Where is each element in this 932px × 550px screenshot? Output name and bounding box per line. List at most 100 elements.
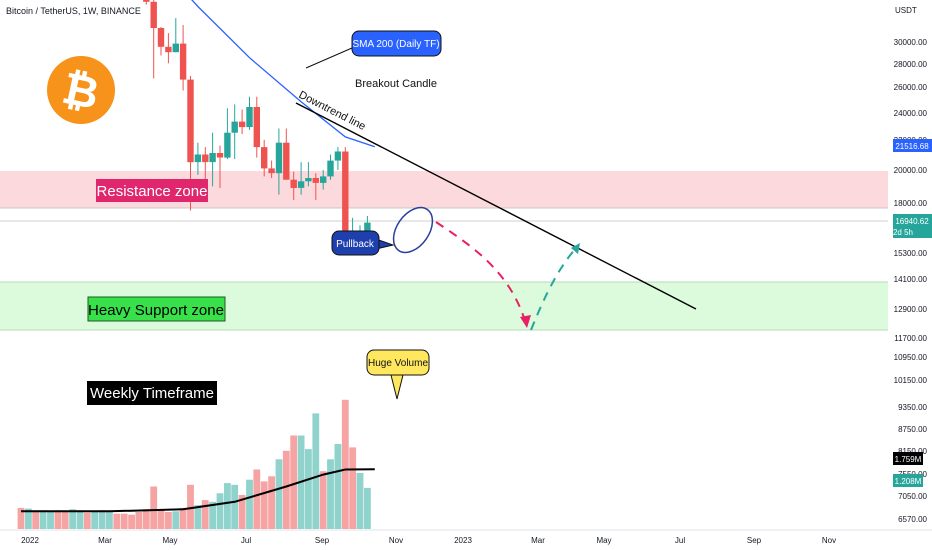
volume-callout-text: Huge Volume bbox=[368, 358, 428, 369]
volume-bar bbox=[341, 399, 349, 529]
volume-ma-line bbox=[21, 468, 375, 513]
price-candles bbox=[143, 0, 371, 251]
price-tick-label: 10150.00 bbox=[894, 376, 928, 385]
volume-bar bbox=[98, 510, 106, 529]
support-label: Heavy Support zone bbox=[88, 302, 224, 319]
volume-bar bbox=[260, 481, 268, 529]
volume-bar bbox=[54, 510, 62, 529]
sma-callout-pointer bbox=[305, 47, 353, 69]
volume-bar bbox=[17, 507, 25, 529]
candle-body bbox=[224, 132, 231, 158]
candle-body bbox=[290, 179, 297, 188]
candle-body bbox=[364, 222, 371, 233]
candle-body bbox=[157, 28, 165, 47]
volume-bar bbox=[39, 510, 47, 529]
volume-bar bbox=[128, 514, 135, 529]
volume-ma-badge-text: 1.759M bbox=[895, 455, 922, 464]
price-tick-label: 26000.00 bbox=[894, 83, 928, 92]
volume-bar bbox=[282, 450, 290, 529]
projection-up-arrow[interactable] bbox=[530, 245, 579, 331]
volume-bar bbox=[364, 487, 371, 529]
time-tick-label: 2023 bbox=[454, 536, 472, 545]
candle-body bbox=[172, 43, 179, 53]
projection-down-arrow[interactable] bbox=[435, 221, 527, 325]
time-tick-label: Sep bbox=[315, 536, 330, 545]
volume-bar bbox=[312, 413, 320, 529]
time-tick-label: Jul bbox=[241, 536, 251, 545]
candle-body bbox=[179, 43, 187, 80]
volume-bar bbox=[238, 495, 246, 529]
price-tick-label: 7050.00 bbox=[898, 492, 927, 501]
price-tick-label: 24000.00 bbox=[894, 109, 928, 118]
volume-callout[interactable]: Huge Volume bbox=[366, 349, 430, 400]
candle-body bbox=[246, 107, 253, 128]
pullback-callout-text: Pullback bbox=[336, 239, 375, 250]
symbol-header[interactable]: Bitcoin / TetherUS, 1W, BINANCE bbox=[6, 6, 141, 16]
volume-bar bbox=[172, 511, 180, 529]
volume-bar bbox=[231, 484, 239, 529]
candle-body bbox=[334, 151, 342, 161]
current-price-badge: 16940.62 2d 5h bbox=[893, 214, 932, 238]
projection-up-arrowhead bbox=[571, 243, 580, 254]
volume-ma-badge: 1.759M bbox=[893, 452, 923, 465]
volume-callout-box bbox=[366, 349, 430, 376]
breakout-callout-text: Breakout Candle bbox=[355, 78, 437, 90]
time-tick-label: Mar bbox=[98, 536, 112, 545]
sma-callout[interactable]: SMA 200 (Daily TF) bbox=[305, 30, 442, 69]
volume-bar bbox=[142, 509, 150, 529]
candle-body bbox=[283, 142, 290, 180]
candle-body bbox=[342, 151, 349, 235]
candle-body bbox=[305, 178, 312, 182]
candle-body bbox=[202, 154, 209, 163]
sma-price-badge: 21516.68 bbox=[893, 139, 932, 152]
resistance-label: Resistance zone bbox=[97, 183, 208, 200]
candle-body bbox=[275, 142, 283, 174]
price-tick-label: 30000.00 bbox=[894, 38, 928, 47]
price-tick-label: 11700.00 bbox=[894, 334, 927, 343]
volume-bar bbox=[209, 501, 216, 529]
time-tick-label: Nov bbox=[822, 536, 836, 545]
price-tick-label: 10950.00 bbox=[894, 353, 928, 362]
volume-bar bbox=[349, 447, 357, 529]
price-tick-label: 6570.00 bbox=[898, 515, 927, 524]
candle-body bbox=[297, 181, 305, 188]
breakout-callout-box bbox=[354, 72, 437, 93]
candle-body bbox=[253, 107, 260, 148]
volume-bar bbox=[113, 513, 121, 529]
volume-bar bbox=[150, 486, 158, 529]
candle-body bbox=[261, 147, 268, 169]
timeframe-label-box bbox=[87, 381, 217, 405]
volume-bar bbox=[327, 459, 334, 529]
volume-bar bbox=[76, 510, 84, 529]
price-axis[interactable]: USDT 30000.0028000.0026000.0024000.00220… bbox=[888, 0, 932, 530]
projection-down-arrowhead bbox=[520, 315, 531, 328]
bitcoin-logo: ₿ bbox=[47, 56, 115, 124]
candle-body bbox=[320, 176, 327, 183]
pullback-ellipse[interactable] bbox=[386, 200, 441, 259]
sma-callout-box bbox=[351, 30, 442, 57]
countdown-badge-text: 2d 5h bbox=[893, 228, 913, 237]
volume-bar bbox=[275, 459, 283, 529]
volume-bar bbox=[120, 513, 128, 529]
downtrend-line[interactable] bbox=[295, 102, 697, 310]
volume-bars bbox=[17, 399, 371, 529]
volume-bar bbox=[106, 512, 113, 529]
sma-callout-text: SMA 200 (Daily TF) bbox=[352, 39, 439, 50]
volume-bar bbox=[32, 510, 40, 529]
volume-bar bbox=[194, 505, 202, 529]
candle-body bbox=[209, 153, 216, 163]
volume-bar bbox=[268, 476, 275, 529]
candle-body bbox=[187, 79, 194, 163]
time-tick-label: May bbox=[162, 536, 177, 545]
candle-body bbox=[150, 1, 157, 29]
time-axis[interactable]: 2022 Mar May Jul Sep Nov 2023 Mar May Jul Sep Nov bbox=[0, 529, 932, 550]
volume-badge: 1.208M bbox=[893, 474, 923, 487]
volume-bar bbox=[290, 435, 298, 529]
price-axis-currency: USDT bbox=[895, 6, 917, 15]
candle-body bbox=[312, 178, 319, 183]
pullback-callout[interactable]: Pullback bbox=[331, 230, 395, 256]
sma-price-badge-text: 21516.68 bbox=[895, 142, 929, 151]
breakout-callout[interactable]: Breakout Candle bbox=[354, 72, 437, 93]
price-tick-label: 8750.00 bbox=[898, 425, 927, 434]
